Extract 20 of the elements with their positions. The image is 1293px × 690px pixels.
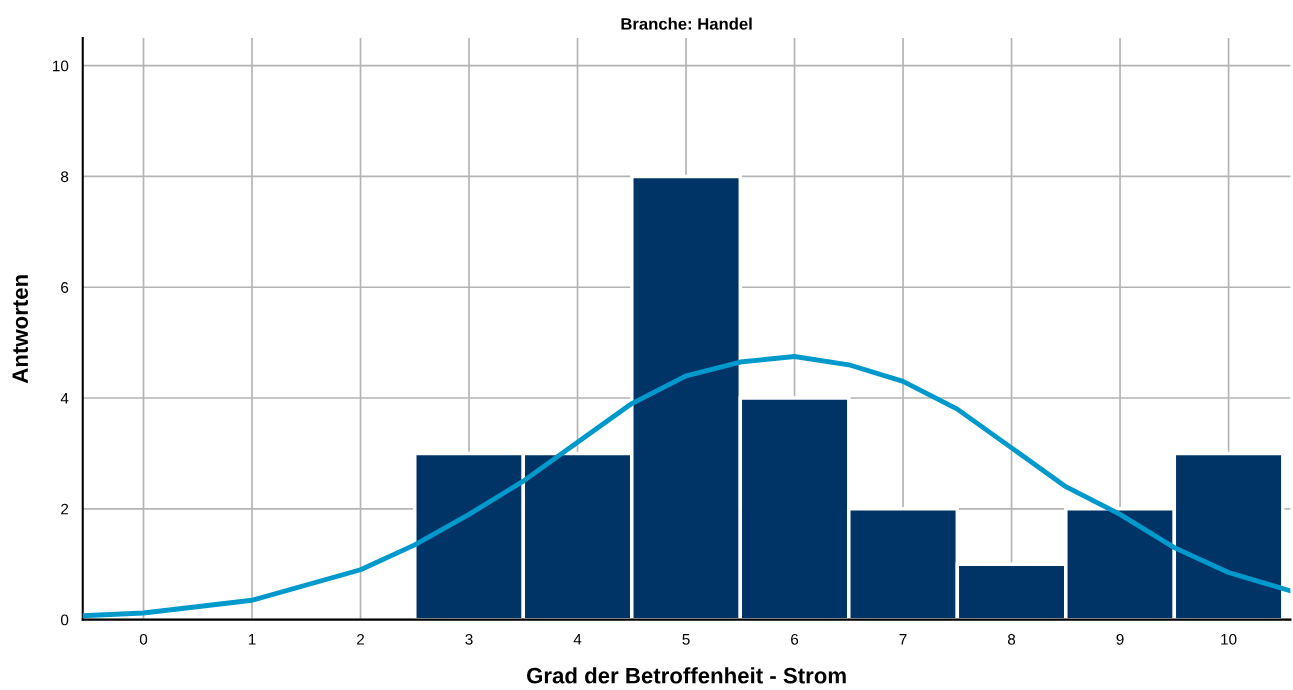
chart-title: Branche: Handel bbox=[621, 17, 752, 30]
x-tick-label: 8 bbox=[1007, 633, 1016, 645]
x-tick-label: 5 bbox=[682, 634, 690, 645]
y-tick-label: 10 bbox=[53, 60, 69, 72]
y-tick-label: 2 bbox=[61, 503, 69, 515]
y-tick-label: 6 bbox=[61, 282, 69, 293]
x-tick-label: 1 bbox=[248, 634, 256, 645]
x-tick-label: 10 bbox=[1221, 633, 1237, 645]
x-tick-label: 7 bbox=[899, 634, 907, 645]
x-axis-title: Grad der Betroffenheit - Strom bbox=[526, 667, 846, 684]
x-tick-label: 4 bbox=[573, 634, 582, 645]
y-tick-label: 8 bbox=[61, 171, 69, 183]
y-tick-label: 4 bbox=[60, 393, 69, 404]
x-tick-label: 0 bbox=[139, 633, 148, 645]
x-tick-label: 2 bbox=[357, 633, 365, 645]
x-tick-label: 9 bbox=[1116, 633, 1124, 645]
y-axis-title: Antworten bbox=[12, 275, 29, 384]
x-tick-label: 3 bbox=[465, 633, 473, 645]
y-tick-label: 0 bbox=[60, 614, 69, 626]
x-tick-label: 6 bbox=[791, 633, 799, 645]
